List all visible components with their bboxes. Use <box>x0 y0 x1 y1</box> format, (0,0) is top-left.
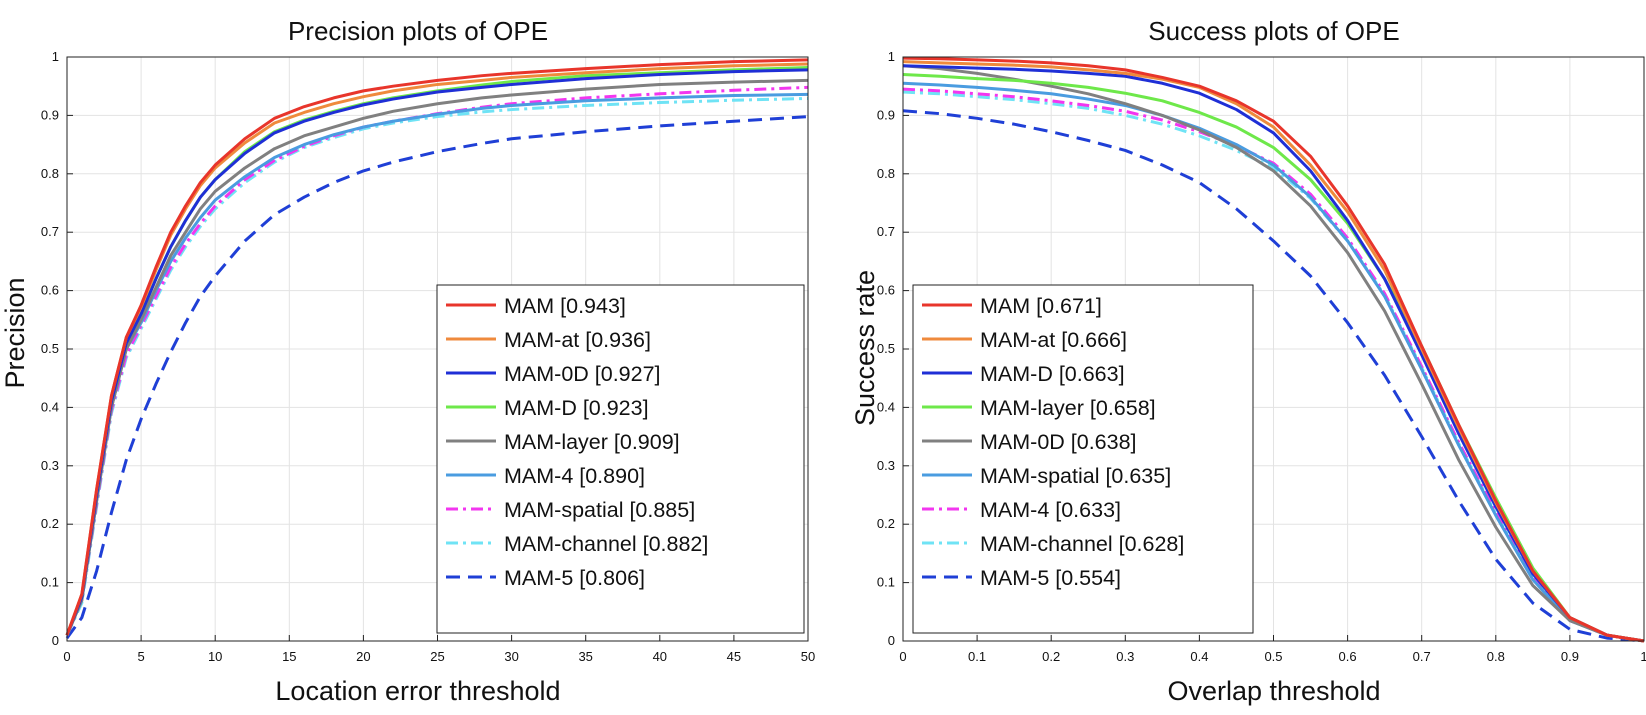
legend-entry: MAM-at [0.936] <box>504 328 651 352</box>
series-line-mam-5 <box>65 115 809 639</box>
x-tick-label: 40 <box>653 649 667 664</box>
precision-plot: Precision plots of OPE Location error th… <box>0 16 815 706</box>
legend-entry: MAM-layer [0.658] <box>980 396 1156 420</box>
y-tick-label: 0.8 <box>41 166 59 181</box>
precision-plot-ylabel: Precision <box>0 277 30 388</box>
success-plot-xlabel: Overlap threshold <box>1167 676 1380 706</box>
x-tick-label: 10 <box>208 649 222 664</box>
x-tick-label: 0.2 <box>1042 649 1060 664</box>
x-tick-label: 25 <box>430 649 444 664</box>
success-plot-title: Success plots of OPE <box>1148 16 1399 46</box>
x-tick-label: 0.9 <box>1561 649 1579 664</box>
y-tick-label: 0.2 <box>877 516 895 531</box>
series-line-mam <box>65 58 809 636</box>
y-tick-label: 0.1 <box>41 575 59 590</box>
y-tick-label: 0.7 <box>41 224 59 239</box>
y-tick-label: 0.3 <box>41 458 59 473</box>
success-plot-legend: MAM [0.671] MAM-at [0.666] MAM-D [0.663] MA… <box>912 284 1254 634</box>
precision-plot-legend: MAM [0.943] MAM-at [0.936] MAM-0D [0.927] M… <box>436 284 805 634</box>
series-line-mam-channel <box>902 90 1645 643</box>
legend-entry: MAM-at [0.666] <box>980 328 1127 352</box>
precision-plot-xlabel: Location error threshold <box>275 676 560 706</box>
legend-box <box>912 284 1254 634</box>
y-tick-label: 0.9 <box>41 107 59 122</box>
x-tick-label: 0.7 <box>1413 649 1431 664</box>
series-line-mam-4 <box>902 87 1645 643</box>
x-tick-label: 0.8 <box>1487 649 1505 664</box>
legend-entry: MAM-channel [0.882] <box>504 532 708 556</box>
precision-plot-ticks: 0 5 10 15 20 25 30 35 40 45 50 0 0.1 0.2 0.3 0.4 0.5 0.6 0… <box>41 49 815 664</box>
legend-entry: MAM-D [0.663] <box>980 362 1125 386</box>
x-tick-label: 1 <box>1640 649 1646 664</box>
series-line-mam-spatial <box>902 81 1645 643</box>
legend-entry: MAM-0D [0.638] <box>980 430 1137 454</box>
x-tick-label: 30 <box>504 649 518 664</box>
x-tick-label: 35 <box>578 649 592 664</box>
x-tick-label: 0.3 <box>1116 649 1134 664</box>
legend-entry: MAM-5 [0.554] <box>980 566 1121 590</box>
x-tick-label: 50 <box>801 649 815 664</box>
y-tick-label: 0 <box>888 633 895 648</box>
y-tick-label: 0.7 <box>877 224 895 239</box>
y-tick-label: 0.6 <box>41 283 59 298</box>
series-line-mam-5 <box>902 109 1645 643</box>
y-tick-label: 0.6 <box>877 283 895 298</box>
y-tick-label: 0.1 <box>877 575 895 590</box>
precision-plot-title: Precision plots of OPE <box>288 16 548 46</box>
y-tick-label: 0.4 <box>877 399 895 414</box>
x-tick-label: 20 <box>356 649 370 664</box>
x-tick-label: 0.4 <box>1190 649 1208 664</box>
legend-entry: MAM-5 [0.806] <box>504 566 645 590</box>
success-plot-ticks: 0 0.1 0.2 0.3 0.4 0.5 0.6 0.7 0.8 0.9 1 0 0.1 0.2 0.3 0… <box>877 49 1646 664</box>
y-tick-label: 0.9 <box>877 107 895 122</box>
x-tick-label: 0.6 <box>1339 649 1357 664</box>
series-line-mam-d <box>902 64 1645 643</box>
success-plot-series <box>902 56 1645 643</box>
y-tick-label: 0.8 <box>877 166 895 181</box>
x-tick-label: 0.5 <box>1264 649 1282 664</box>
series-line-mam <box>902 56 1645 643</box>
y-tick-label: 0.5 <box>41 341 59 356</box>
x-tick-label: 45 <box>727 649 741 664</box>
y-tick-label: 0.4 <box>41 399 59 414</box>
y-tick-label: 1 <box>888 49 895 64</box>
x-tick-label: 0.1 <box>968 649 986 664</box>
y-tick-label: 0.3 <box>877 458 895 473</box>
legend-entry: MAM-0D [0.927] <box>504 362 661 386</box>
legend-entry: MAM-4 [0.633] <box>980 498 1121 522</box>
precision-plot-series <box>65 58 809 639</box>
legend-entry: MAM [0.671] <box>980 294 1102 318</box>
legend-entry: MAM-spatial [0.885] <box>504 498 695 522</box>
x-tick-label: 0 <box>899 649 906 664</box>
x-tick-label: 15 <box>282 649 296 664</box>
y-tick-label: 0 <box>52 633 59 648</box>
y-tick-label: 0.2 <box>41 516 59 531</box>
success-plot: Success plots of OPE Overlap threshold S… <box>850 16 1646 706</box>
y-tick-label: 0.5 <box>877 341 895 356</box>
legend-entry: MAM-4 [0.890] <box>504 464 645 488</box>
x-tick-label: 0 <box>63 649 70 664</box>
y-tick-label: 1 <box>52 49 59 64</box>
legend-box <box>436 284 805 634</box>
x-tick-label: 5 <box>137 649 144 664</box>
legend-entry: MAM-channel [0.628] <box>980 532 1184 556</box>
legend-entry: MAM-D [0.923] <box>504 396 649 420</box>
success-plot-ylabel: Success rate <box>850 270 880 426</box>
legend-entry: MAM [0.943] <box>504 294 626 318</box>
legend-entry: MAM-layer [0.909] <box>504 430 680 454</box>
legend-entry: MAM-spatial [0.635] <box>980 464 1171 488</box>
